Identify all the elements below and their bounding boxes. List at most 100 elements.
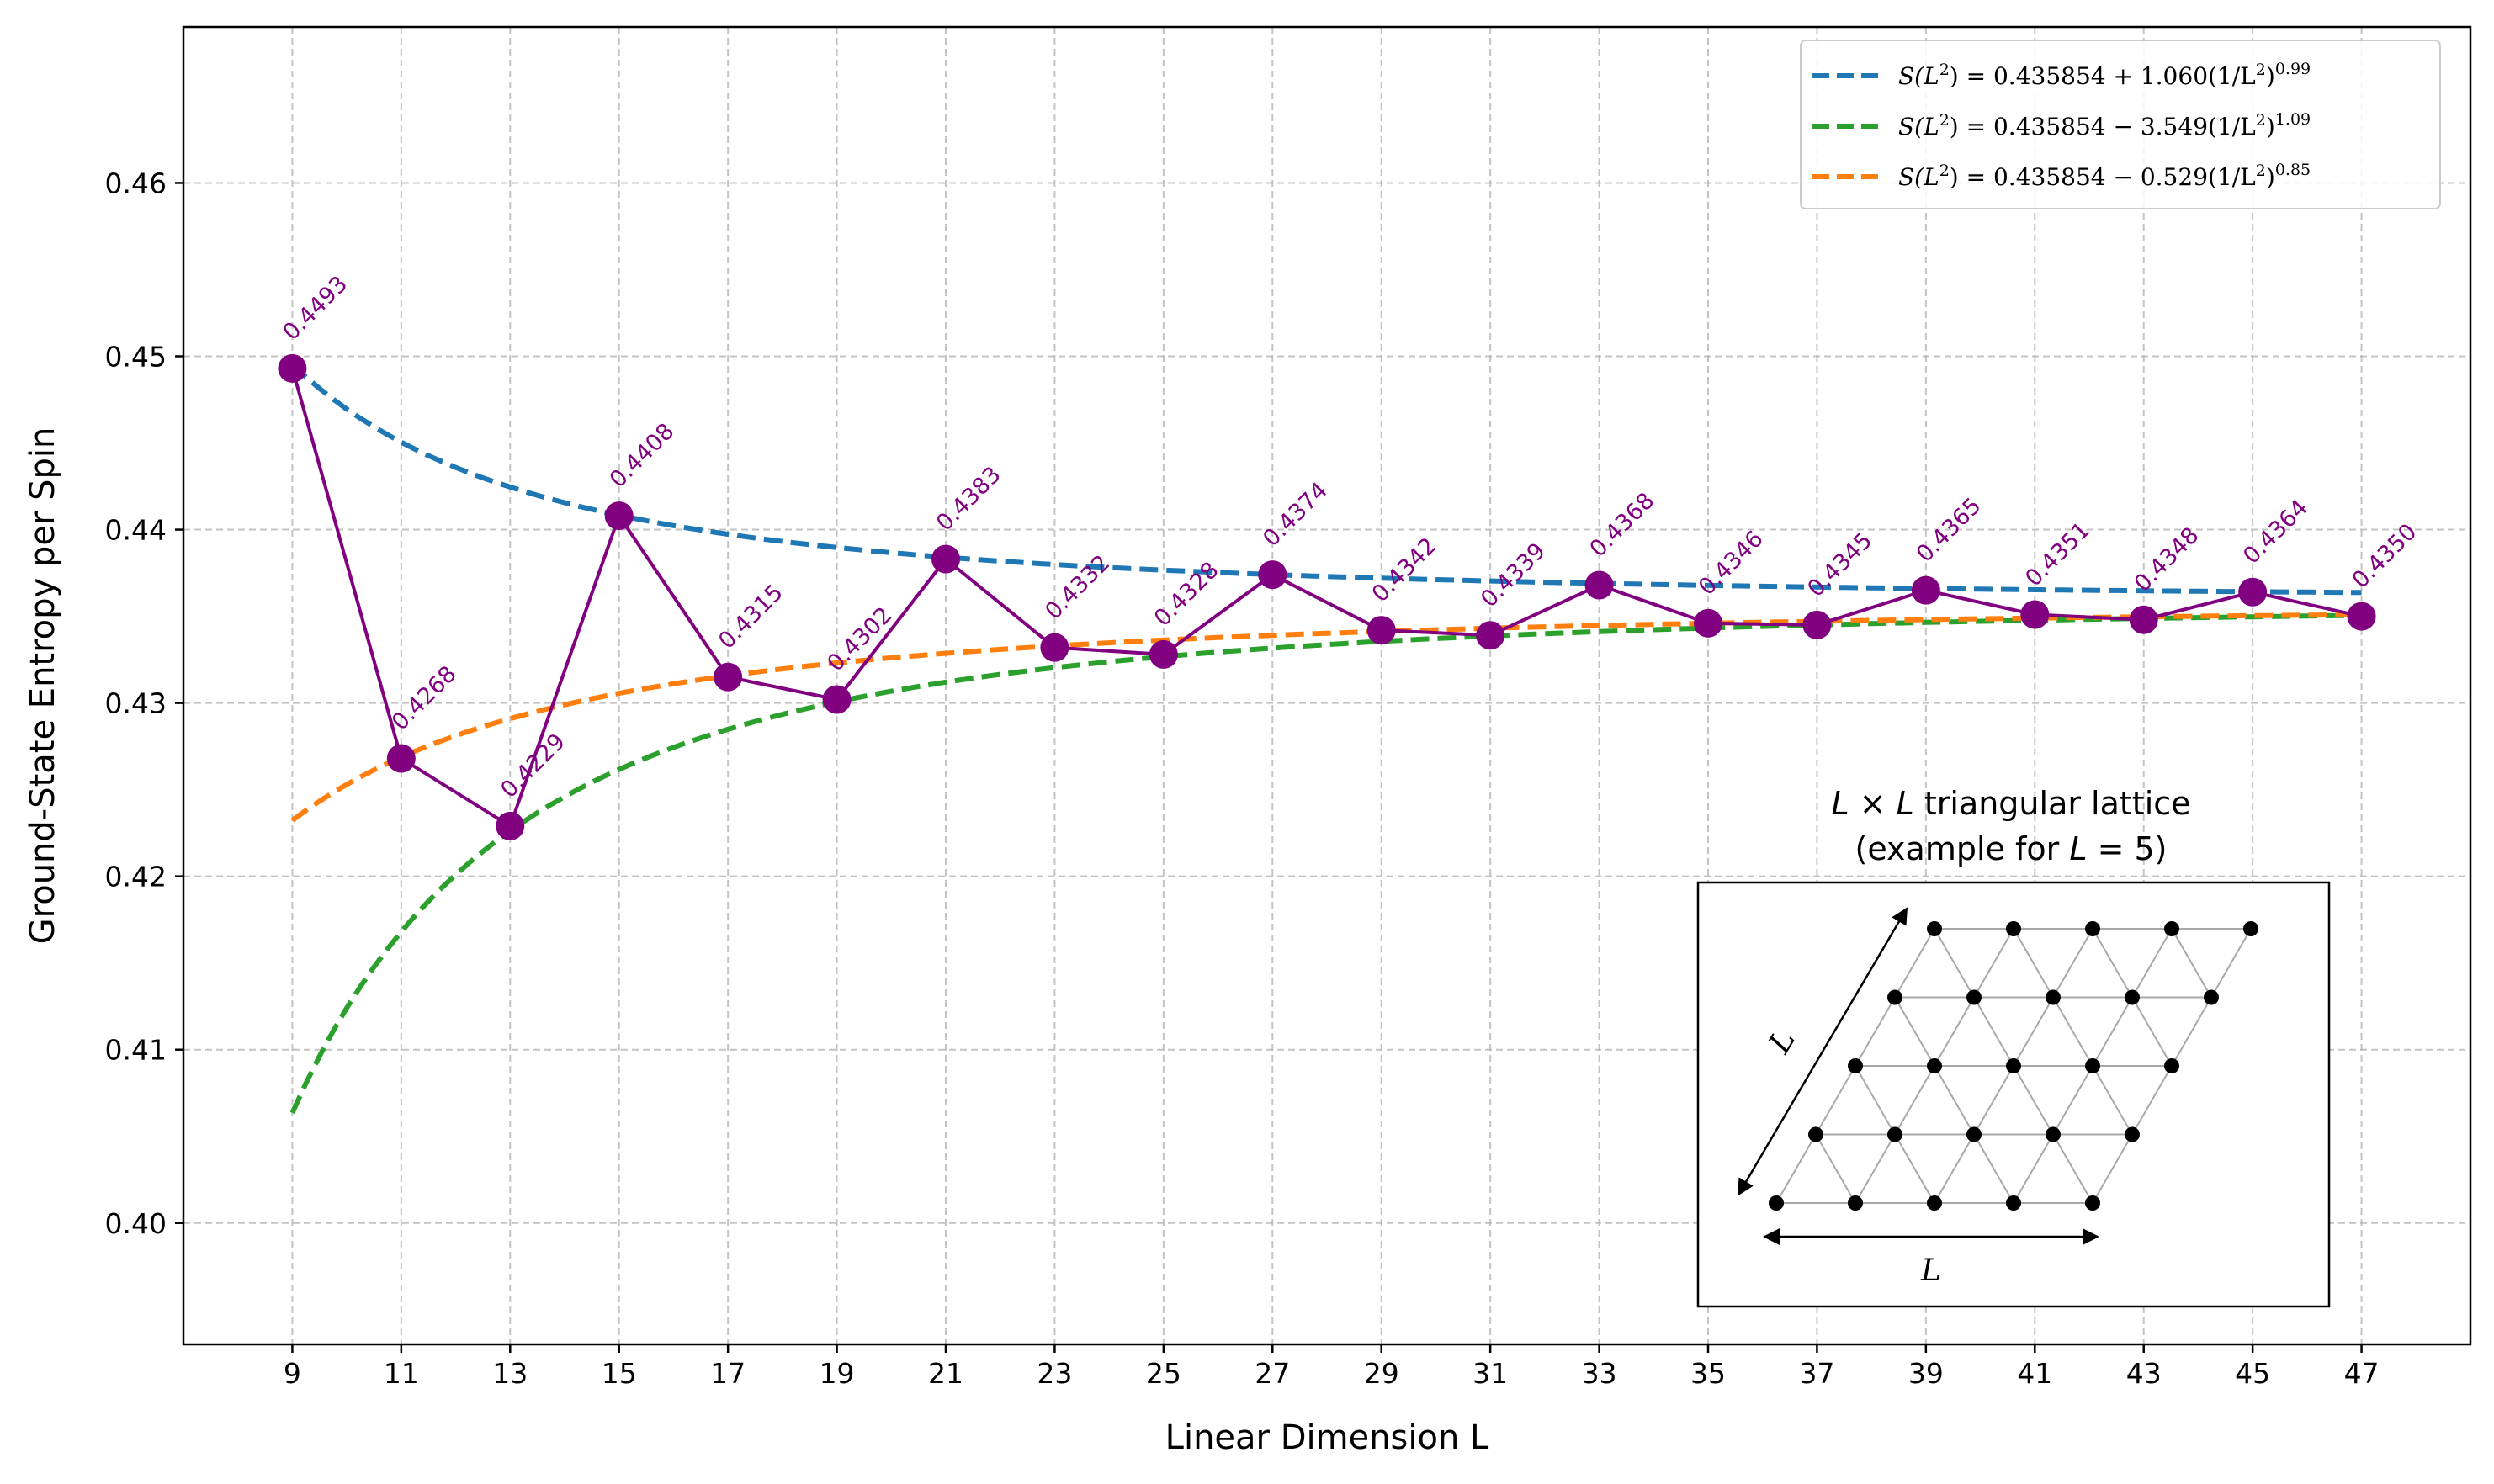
lattice-site — [1848, 1195, 1863, 1211]
y-tick-label: 0.46 — [105, 167, 167, 199]
data-point — [496, 811, 525, 840]
lattice-site — [1769, 1195, 1784, 1211]
lattice-bond — [2131, 928, 2173, 998]
lattice-bond — [2210, 928, 2252, 998]
lattice-site — [2006, 921, 2021, 936]
x-tick-label: 45 — [2235, 1357, 2270, 1390]
lattice-bond — [2052, 928, 2093, 998]
lattice-site — [2243, 921, 2258, 936]
lattice-site — [2085, 921, 2100, 936]
lattice-bond — [2092, 1065, 2133, 1135]
lattice-bond — [2171, 928, 2212, 998]
fit-curve-1 — [290, 362, 2362, 596]
fit-curves — [289, 362, 2362, 1115]
x-tick-label: 15 — [602, 1357, 637, 1390]
lattice-sites — [1769, 921, 2258, 1211]
data-point — [714, 662, 743, 692]
inset-title-line1: L × L triangular lattice — [1831, 785, 2190, 822]
lattice-site — [1808, 1126, 1823, 1142]
lattice-site — [1887, 1126, 1902, 1142]
lattice-bond — [2013, 1065, 2054, 1135]
data-point — [386, 744, 416, 773]
inset-lattice: L × L triangular lattice (example for L =… — [1696, 785, 2331, 1308]
x-tick-label: 35 — [1690, 1357, 1726, 1390]
lattice-bond — [2092, 997, 2133, 1067]
lattice-bond — [2092, 1134, 2133, 1204]
y-tick-label: 0.40 — [105, 1207, 167, 1240]
lattice-site — [2085, 1058, 2100, 1073]
data-point — [1258, 560, 1287, 590]
data-point — [278, 353, 307, 383]
lattice-bond — [2013, 928, 2054, 998]
x-tick-label: 17 — [710, 1357, 746, 1390]
lattice-bond — [2171, 997, 2212, 1067]
lattice-site — [1887, 989, 1902, 1005]
lattice-bond — [1934, 1134, 1975, 1204]
lattice-bond — [1973, 1134, 2014, 1204]
inset-title-line2: (example for L = 5) — [1855, 830, 2168, 867]
grid — [183, 27, 2470, 1344]
legend-box — [1800, 40, 2441, 209]
lattice-site — [2006, 1195, 2021, 1211]
lattice-bond — [1973, 1065, 2014, 1135]
lattice-site — [2125, 1126, 2140, 1142]
data-point — [1149, 639, 1178, 669]
data-point — [2238, 577, 2268, 607]
lattice-bond — [1934, 997, 1975, 1067]
x-tick-label: 41 — [2017, 1357, 2052, 1390]
x-tick-label: 11 — [384, 1357, 419, 1390]
lattice-bond — [2092, 928, 2133, 998]
x-tick-label: 33 — [1582, 1357, 1617, 1390]
lattice-site — [2125, 989, 2140, 1005]
lattice-site — [1927, 1058, 1942, 1073]
lattice-bond — [2052, 1065, 2093, 1135]
data-line — [290, 368, 2363, 829]
x-tick-label: 47 — [2344, 1357, 2380, 1390]
side-length-arrow — [1737, 907, 1908, 1196]
lattice-bond — [1934, 928, 1975, 998]
x-tick-label: 29 — [1364, 1357, 1399, 1390]
lattice-bond — [2052, 1134, 2093, 1204]
data-point — [2347, 602, 2376, 631]
y-tick-label: 0.43 — [105, 687, 167, 720]
lattice-site — [2164, 921, 2179, 936]
legend-entry-3: S(L2) = 0.435854 − 0.529(1/L2)0.85 — [1898, 161, 2311, 191]
lattice-site — [1848, 1058, 1863, 1073]
y-tick-label: 0.44 — [105, 514, 167, 547]
lattice-bond — [2131, 1065, 2173, 1135]
lattice-site — [2085, 1195, 2100, 1211]
lattice-bond — [1934, 1065, 1975, 1135]
lattice-site — [2006, 1058, 2021, 1073]
fit-curve-3 — [290, 612, 2362, 823]
lattice-site — [2164, 1058, 2179, 1073]
data-point — [1911, 575, 1940, 605]
lattice-bond — [2052, 997, 2093, 1067]
x-tick-label: 23 — [1037, 1357, 1072, 1390]
data-point — [1040, 633, 1069, 662]
x-tick-label: 19 — [820, 1357, 855, 1390]
lattice-bond — [1973, 997, 2014, 1067]
x-tick-label: 31 — [1473, 1357, 1508, 1390]
plot-frame — [182, 25, 2472, 1346]
lattice-site — [2046, 989, 2061, 1005]
data-point — [2129, 605, 2158, 634]
x-tick-label: 13 — [492, 1357, 528, 1390]
legend: S(L2) = 0.435854 + 1.060(1/L2)0.99 S(L2) … — [1800, 40, 2441, 209]
lattice-bond — [1973, 928, 2014, 998]
inset-frame — [1696, 881, 2331, 1308]
legend-entry-1: S(L2) = 0.435854 + 1.060(1/L2)0.99 — [1898, 60, 2311, 90]
legend-entry-2: S(L2) = 0.435854 − 3.549(1/L2)1.09 — [1898, 110, 2311, 140]
data-point — [1694, 608, 1722, 638]
lattice-site — [1966, 989, 1982, 1005]
x-tick-label: 39 — [1908, 1357, 1944, 1390]
y-tick-label: 0.42 — [105, 861, 167, 893]
y-axis-title: Ground-State Entropy per Spin — [24, 427, 62, 945]
lattice-bond — [2013, 1134, 2054, 1204]
lattice-site — [1966, 1126, 1982, 1142]
data-point — [1476, 621, 1505, 650]
x-axis-title: Linear Dimension L — [1165, 1418, 1489, 1457]
lattice-site — [1927, 1195, 1942, 1211]
x-tick-label: 37 — [1799, 1357, 1834, 1390]
x-tick-label: 27 — [1255, 1357, 1290, 1390]
lattice-bond — [2131, 997, 2173, 1067]
